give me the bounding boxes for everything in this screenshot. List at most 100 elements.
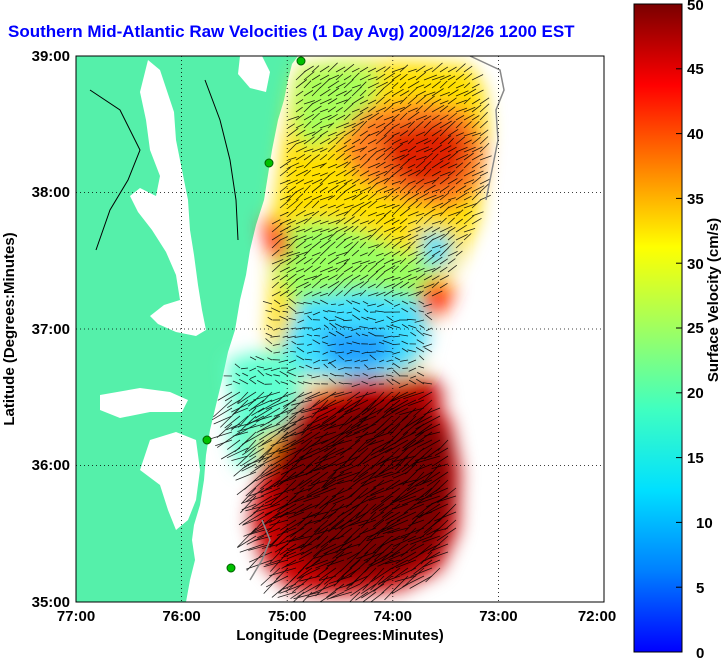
velocity-arrow: [479, 183, 489, 193]
velocity-arrow: [399, 140, 409, 145]
velocity-arrow: [416, 339, 425, 345]
velocity-arrow: [375, 96, 385, 105]
velocity-arrow: [245, 487, 265, 503]
velocity-arrow: [398, 479, 417, 486]
velocity-arrow: [282, 310, 289, 313]
colorbar-label: Surface Velocity (cm/s): [705, 218, 722, 382]
velocity-arrow: [399, 96, 408, 105]
velocity-arrow: [279, 225, 292, 233]
velocity-arrow: [260, 423, 281, 432]
velocity-arrow: [431, 170, 441, 177]
velocity-arrow: [231, 455, 249, 461]
velocity-arrow: [278, 359, 289, 363]
velocity-arrow: [431, 455, 449, 467]
velocity-arrow: [455, 185, 467, 193]
velocity-arrow: [338, 367, 345, 371]
velocity-arrow: [407, 267, 420, 273]
velocity-arrow: [300, 503, 321, 512]
velocity-arrow: [300, 543, 321, 556]
velocity-arrow: [274, 503, 297, 517]
velocity-arrow: [220, 407, 241, 428]
velocity-arrow: [319, 74, 330, 81]
velocity-arrow: [335, 106, 343, 113]
velocity-arrow: [351, 147, 365, 153]
velocity-arrow: [328, 575, 353, 584]
velocity-arrow: [335, 272, 345, 281]
velocity-arrow: [248, 378, 257, 385]
velocity-arrow: [293, 591, 321, 600]
velocity-arrow: [381, 503, 401, 518]
velocity-arrow: [447, 217, 455, 225]
velocity-arrow: [386, 519, 409, 530]
velocity-arrow: [265, 332, 273, 337]
velocity-arrow: [346, 351, 353, 355]
velocity-arrow: [359, 133, 370, 145]
x-axis: 77:00 76:00 75:00 74:00 73:00 72:00 Long…: [57, 608, 616, 644]
velocity-arrow: [471, 199, 482, 209]
velocity-arrow: [287, 255, 300, 265]
velocity-arrow: [249, 367, 257, 372]
velocity-arrow: [479, 178, 491, 185]
velocity-arrow: [415, 167, 426, 177]
velocity-arrow: [447, 241, 455, 249]
velocity-arrow: [439, 74, 451, 81]
velocity-arrow: [367, 82, 380, 89]
velocity-arrow: [390, 535, 409, 542]
velocity-arrow: [391, 143, 404, 153]
velocity-arrow: [342, 535, 361, 547]
velocity-arrow: [359, 241, 367, 249]
velocity-arrow: [327, 153, 335, 161]
velocity-arrow: [439, 114, 449, 121]
velocity-arrow: [306, 351, 313, 354]
velocity-arrow: [407, 291, 422, 297]
velocity-arrow: [415, 251, 426, 257]
velocity-arrow: [431, 220, 442, 225]
velocity-arrow: [303, 248, 312, 257]
colorbar-tick-label: 10: [696, 515, 713, 532]
velocity-arrow: [380, 391, 393, 403]
velocity-arrow: [374, 471, 393, 479]
velocity-arrow: [367, 139, 377, 145]
velocity-arrow: [294, 495, 313, 503]
velocity-arrow: [423, 147, 433, 153]
velocity-arrow: [377, 559, 393, 567]
velocity-arrow: [240, 495, 257, 514]
velocity-arrow: [367, 559, 385, 569]
velocity-arrow: [423, 543, 441, 553]
x-tick-label: 73:00: [479, 608, 517, 625]
velocity-arrow: [335, 519, 353, 530]
colorbar-tick-label: 20: [687, 385, 704, 402]
velocity-arrow: [383, 188, 394, 193]
velocity-arrow: [471, 132, 482, 137]
velocity-arrow: [455, 153, 469, 161]
velocity-arrow: [408, 367, 417, 372]
velocity-arrow: [419, 471, 441, 486]
velocity-arrow: [346, 431, 361, 438]
velocity-arrow: [399, 169, 413, 177]
velocity-arrow: [328, 331, 337, 337]
velocity-arrow: [439, 199, 452, 209]
velocity-arrow: [343, 241, 353, 249]
velocity-arrow: [289, 519, 313, 538]
velocity-arrow: [367, 263, 378, 273]
velocity-arrow: [391, 67, 406, 73]
velocity-arrow: [259, 431, 273, 441]
velocity-arrow: [279, 166, 291, 177]
velocity-arrow: [335, 130, 346, 137]
velocity-arrow: [327, 230, 338, 241]
velocity-arrow: [249, 375, 257, 379]
velocity-arrow: [346, 342, 353, 345]
velocity-arrow: [415, 121, 424, 129]
velocity-arrow: [327, 170, 336, 177]
velocity-arrow: [327, 195, 336, 201]
velocity-arrow: [319, 130, 329, 137]
velocity-arrow: [343, 208, 353, 217]
velocity-arrow: [343, 128, 356, 137]
velocity-arrow: [377, 303, 385, 308]
velocity-arrow: [384, 583, 401, 601]
velocity-arrow: [292, 591, 305, 602]
velocity-arrow: [286, 527, 305, 538]
velocity-arrow: [267, 316, 273, 321]
velocity-arrow: [263, 471, 281, 481]
